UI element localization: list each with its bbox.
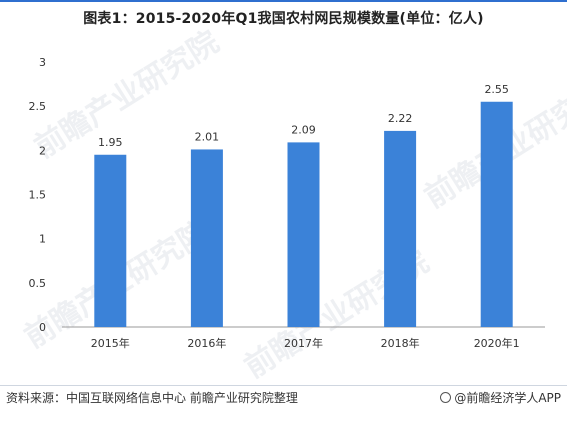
- bar-value-label: 2.01: [195, 130, 220, 143]
- y-tick-label: 2.5: [29, 100, 47, 113]
- y-tick-label: 0.5: [29, 277, 47, 290]
- brand-label: @前瞻经济学人APP: [440, 389, 561, 406]
- bar: [94, 154, 127, 327]
- y-tick-label: 3: [39, 56, 46, 69]
- y-tick-label: 1: [39, 233, 46, 246]
- source-note: 资料来源：中国互联网络信息中心 前瞻产业研究院整理: [6, 391, 298, 405]
- y-tick-label: 2: [39, 144, 46, 157]
- brand-text: @前瞻经济学人APP: [454, 391, 561, 405]
- x-tick-label: 2016年: [187, 336, 226, 350]
- bar: [190, 149, 223, 327]
- bar: [384, 130, 417, 327]
- footer-divider: [0, 385, 567, 386]
- bar-value-label: 2.55: [484, 83, 509, 96]
- bar-value-label: 1.95: [98, 136, 123, 149]
- x-tick-label: 2020年1: [474, 336, 520, 350]
- x-tick-label: 2015年: [91, 336, 130, 350]
- bar-value-label: 2.22: [388, 112, 413, 125]
- bar: [480, 101, 513, 327]
- bar: [287, 142, 320, 327]
- y-tick-label: 1.5: [29, 189, 47, 202]
- chart-title: 图表1：2015-2020年Q1我国农村网民规模数量(单位：亿人): [83, 11, 484, 27]
- x-tick-label: 2018年: [381, 336, 420, 350]
- bar-value-label: 2.09: [291, 123, 316, 136]
- brand-logo-icon: [440, 392, 452, 403]
- y-tick-label: 0: [39, 321, 46, 334]
- x-tick-label: 2017年: [284, 336, 323, 350]
- top-accent-rule: [0, 0, 567, 2]
